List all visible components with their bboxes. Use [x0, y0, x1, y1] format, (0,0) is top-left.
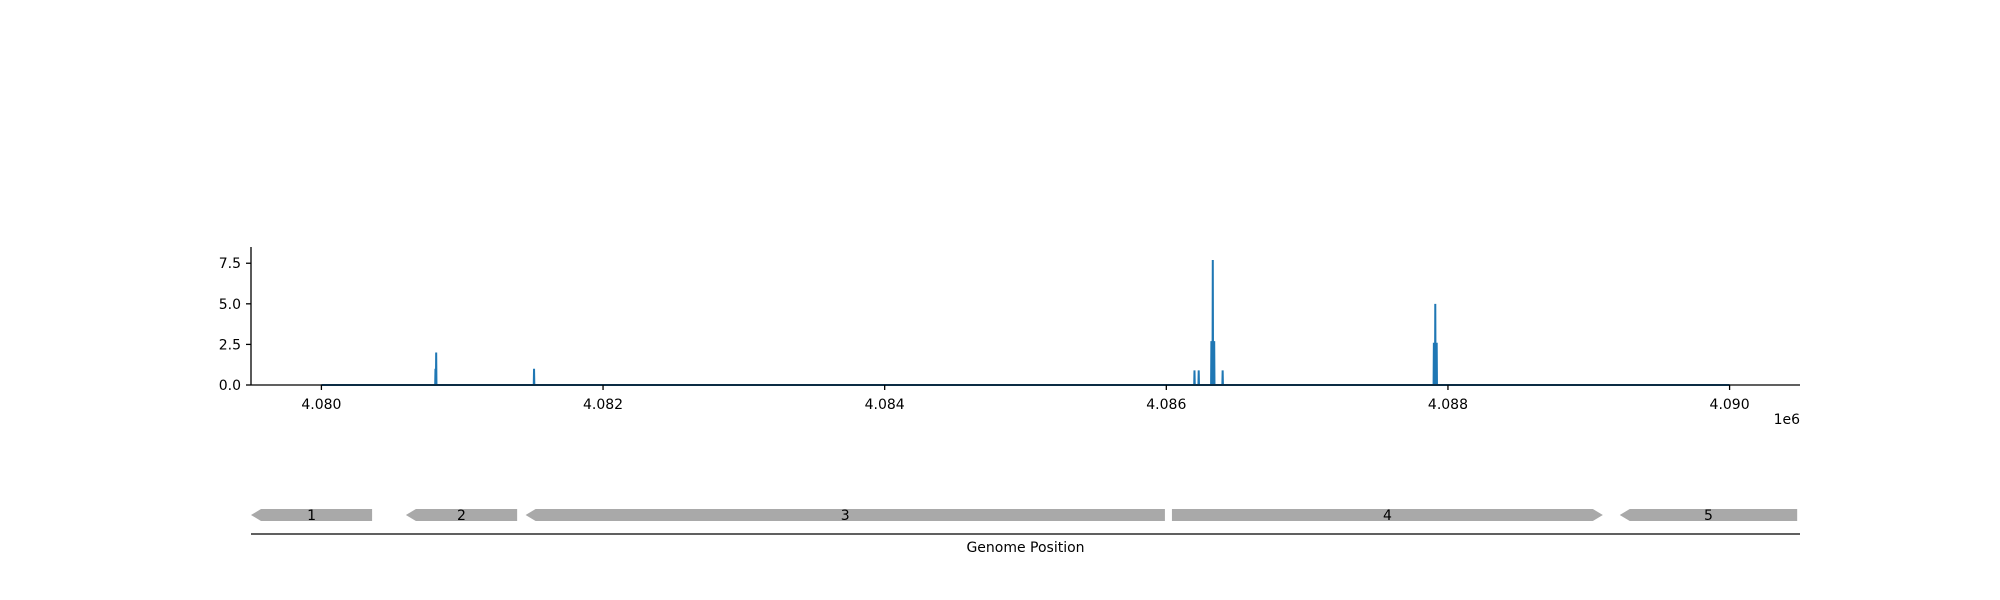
y-tick-label: 5.0 [219, 297, 241, 313]
gene-track-xlabel: Genome Position [966, 540, 1084, 556]
x-tick-label: 4.088 [1428, 397, 1468, 413]
gene-label: 2 [457, 508, 466, 524]
genes: 1 2 3 4 5 [251, 508, 1798, 524]
x-offset-label: 1e6 [1774, 412, 1801, 428]
gene-label: 4 [1383, 508, 1392, 524]
gene-arrow [1619, 509, 1798, 521]
x-tick-label: 4.084 [865, 397, 905, 413]
x-tick-label: 4.082 [583, 397, 623, 413]
gene-track: 1 2 3 4 5 Genome Position [251, 508, 1800, 556]
y-tick-label: 2.5 [219, 337, 241, 353]
gene-label: 3 [841, 508, 850, 524]
y-tick-label: 7.5 [219, 256, 241, 272]
gene-arrow [1171, 509, 1603, 521]
x-tick-label: 4.086 [1146, 397, 1186, 413]
gene-arrow [251, 509, 373, 521]
gene-label: 5 [1704, 508, 1713, 524]
y-ticks: 0.0 2.5 5.0 7.5 [219, 256, 251, 394]
gene-arrow [405, 509, 518, 521]
x-tick-label: 4.080 [301, 397, 341, 413]
coverage-plot: 4.080 4.082 4.084 4.086 4.088 4.090 0.0 2.5 5.0… [219, 247, 1800, 428]
gene-label: 1 [307, 508, 316, 524]
gene-arrow [525, 509, 1165, 521]
x-ticks: 4.080 4.082 4.084 4.086 4.088 4.090 [301, 385, 1750, 413]
y-tick-label: 0.0 [219, 378, 241, 394]
x-tick-label: 4.090 [1710, 397, 1750, 413]
